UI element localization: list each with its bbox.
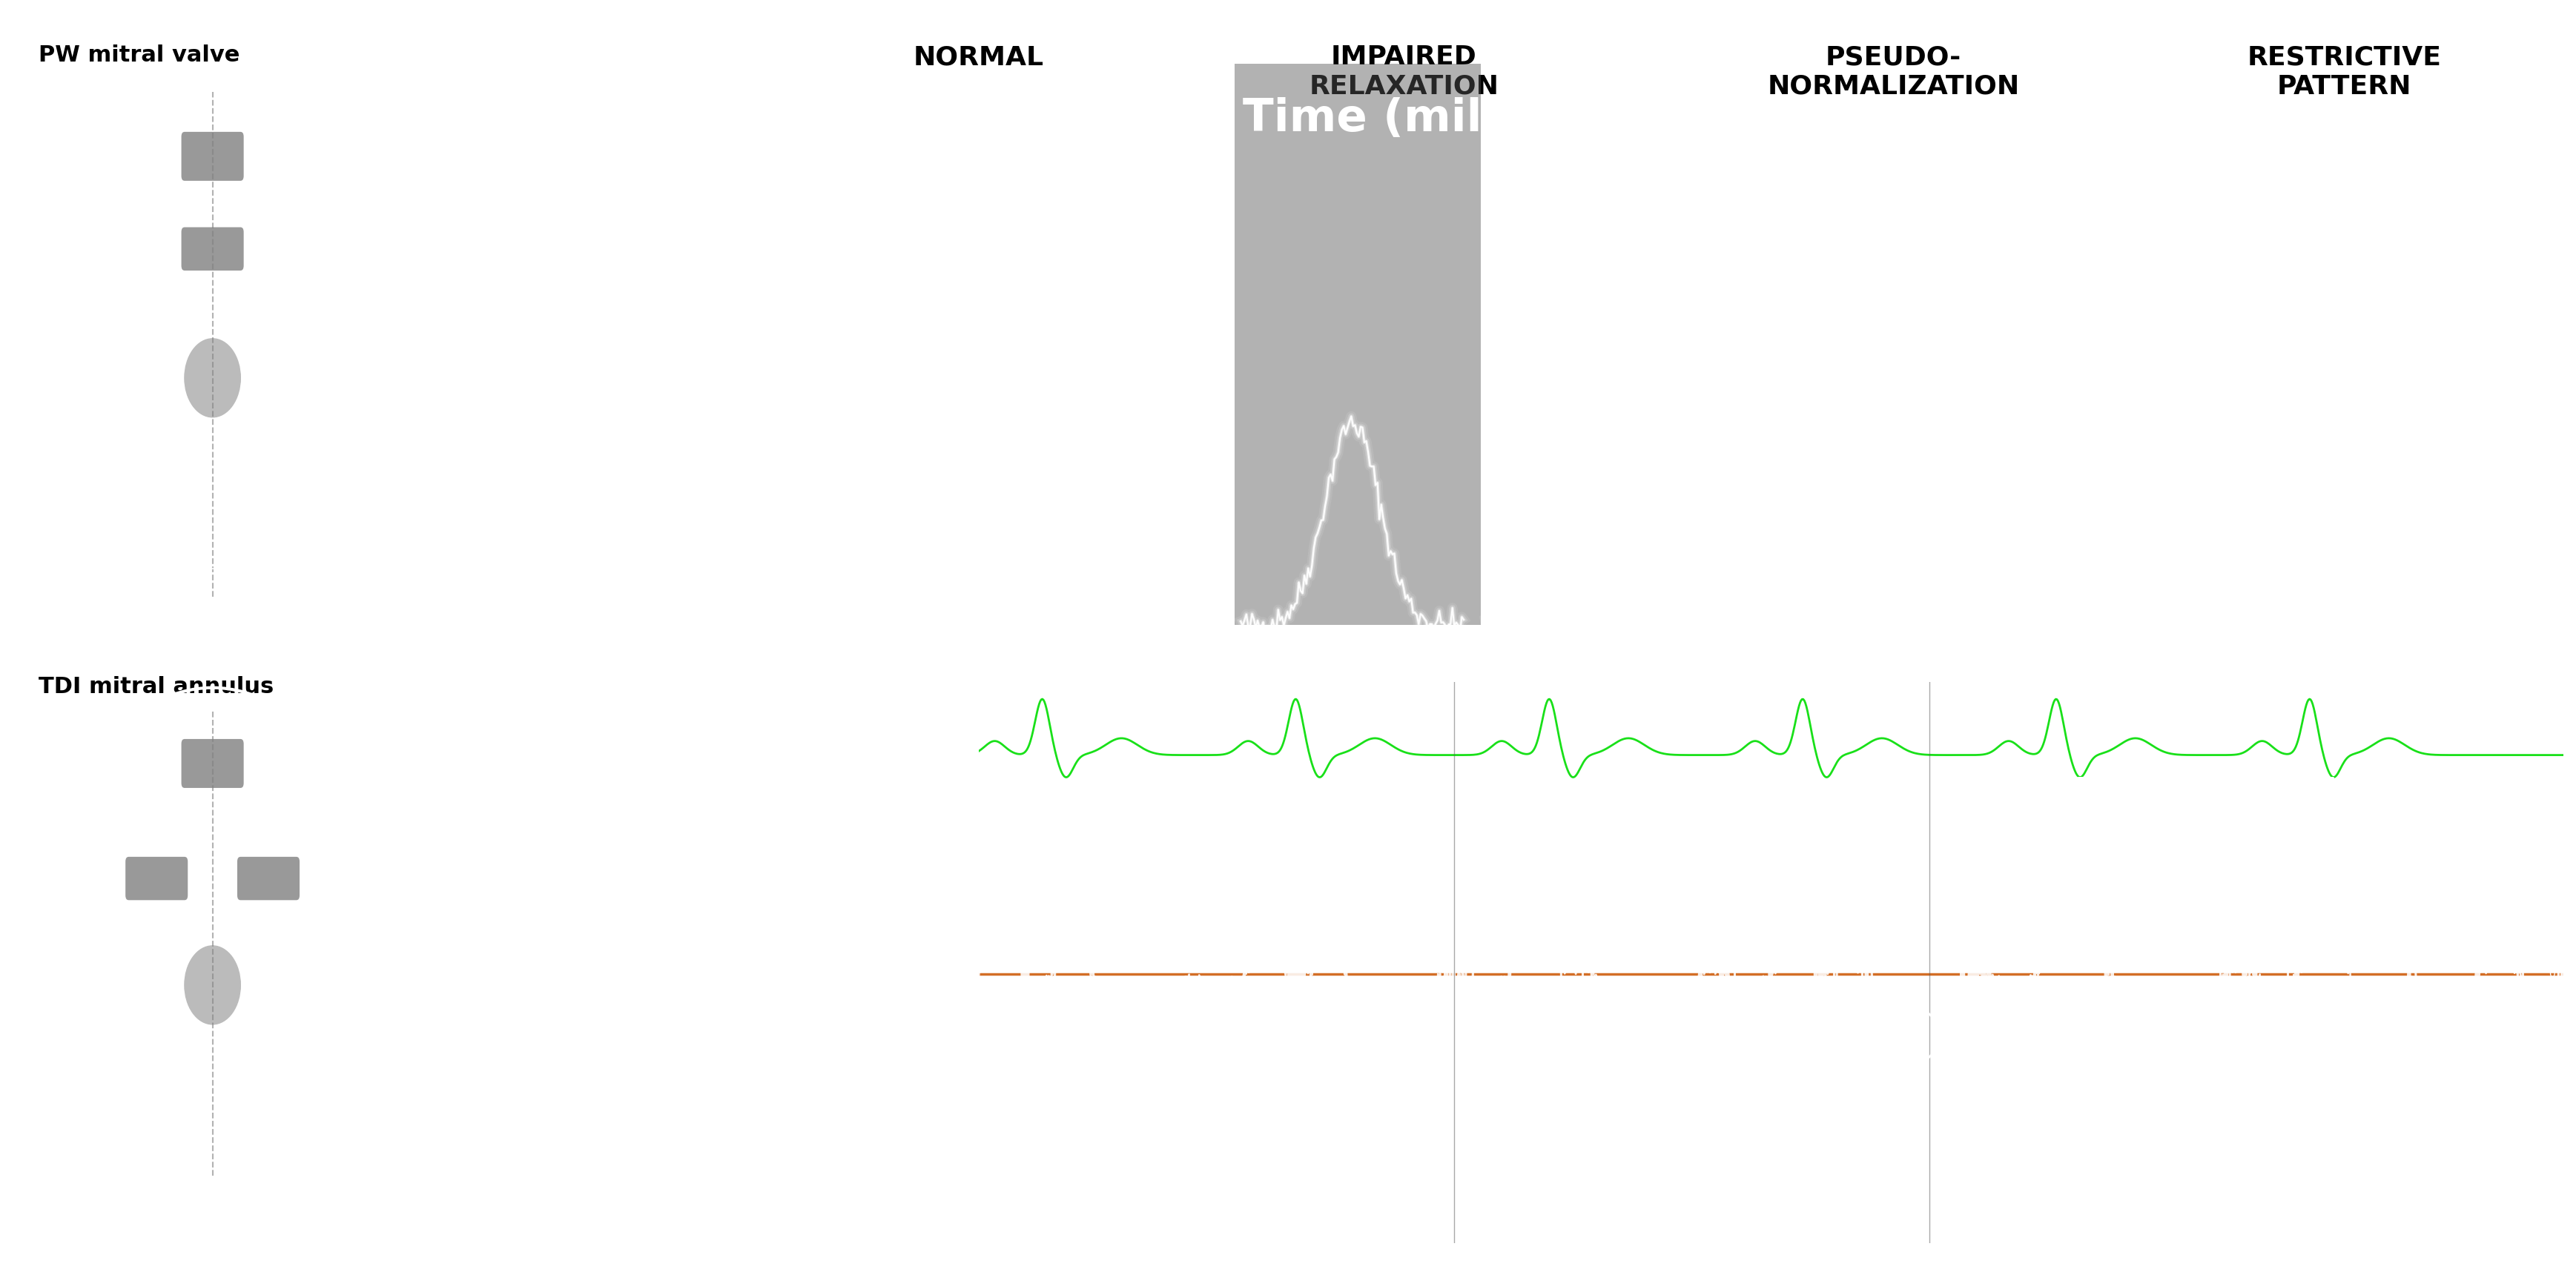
Text: E/A=1 - 2: E/A=1 - 2 [1909, 181, 2020, 203]
Text: 10: 10 [2543, 845, 2555, 856]
Text: Ea/Aa <1: Ea/Aa <1 [2277, 776, 2406, 801]
Text: Time (milliseconds): Time (milliseconds) [1242, 97, 1741, 142]
Text: 16:01:31: 16:01:31 [448, 806, 484, 813]
Text: DT<150 ms: DT<150 ms [2339, 244, 2447, 261]
Text: m/s: m/s [528, 131, 569, 153]
Text: 10: 10 [938, 890, 951, 900]
Text: DT>220 ms: DT>220 ms [1492, 244, 1602, 261]
Text: IVRT<100ms: IVRT<100ms [1909, 300, 2030, 317]
Text: 0: 0 [943, 958, 951, 968]
Text: 0: 0 [2548, 969, 2555, 979]
Text: GAIN 50 COMP 65: GAIN 50 COMP 65 [448, 761, 520, 768]
Text: IVRT=60 - 100ms: IVRT=60 - 100ms [945, 300, 1108, 317]
Text: Sa: Sa [448, 881, 471, 899]
Text: Ea/Aa >1: Ea/Aa >1 [1151, 776, 1283, 801]
Text: E/A>1: E/A>1 [945, 181, 1018, 203]
Text: 5:8:1: 5:8:1 [448, 738, 469, 746]
Text: DT<150 - 200 ms: DT<150 - 200 ms [1909, 244, 2074, 261]
Text: Ea/Aa <1: Ea/Aa <1 [1960, 776, 2089, 801]
Text: RESTRICTIVE
PATTERN: RESTRICTIVE PATTERN [2246, 45, 2442, 99]
Text: Ea/Aa >1: Ea/Aa >1 [677, 750, 786, 770]
Text: IVRT>100ms: IVRT>100ms [1492, 300, 1610, 317]
Text: IMPAIRED
RELAXATION: IMPAIRED RELAXATION [1309, 45, 1499, 99]
Text: NORMAL: NORMAL [914, 45, 1043, 70]
FancyBboxPatch shape [180, 738, 245, 789]
Text: TDI mitral annulus: TDI mitral annulus [39, 676, 273, 697]
Text: 20: 20 [938, 1159, 951, 1169]
FancyBboxPatch shape [124, 856, 188, 901]
Text: E/A<1: E/A<1 [1492, 181, 1564, 203]
FancyBboxPatch shape [180, 227, 245, 272]
Text: 1.5: 1.5 [523, 255, 559, 277]
Text: 1 6M: 1 6M [252, 371, 276, 380]
Text: Normal: Normal [448, 699, 523, 717]
Text: Ea/Aa <1: Ea/Aa <1 [1610, 776, 1741, 801]
Text: H=3.2PHZ: H=3.2PHZ [448, 839, 489, 847]
Text: 10: 10 [2543, 1093, 2555, 1103]
Text: Ea: Ea [435, 1118, 510, 1140]
FancyBboxPatch shape [237, 856, 301, 901]
FancyBboxPatch shape [180, 131, 245, 181]
Text: 17CM: 17CM [448, 783, 471, 790]
Text: 1: 1 [536, 379, 549, 400]
Circle shape [185, 946, 240, 1024]
Text: E/A>2: E/A>2 [2339, 181, 2411, 203]
Text: PW mitral valve: PW mitral valve [39, 45, 240, 66]
Text: 10: 10 [938, 1053, 951, 1063]
Text: Velocity: Velocity [438, 279, 466, 409]
Text: Ea = 17 cm/s: Ea = 17 cm/s [440, 1215, 518, 1227]
Text: 20: 20 [2543, 1182, 2555, 1192]
Bar [1234, 64, 1481, 625]
Text: 0.5: 0.5 [523, 502, 559, 523]
Text: DT<220 ms: DT<220 ms [945, 244, 1056, 261]
Text: Aa: Aa [595, 1146, 618, 1160]
Circle shape [185, 339, 240, 417]
Text: IVRT<60ms: IVRT<60ms [2339, 300, 2447, 317]
Text: PSEUDO-
NORMALIZATION: PSEUDO- NORMALIZATION [1767, 45, 2020, 99]
